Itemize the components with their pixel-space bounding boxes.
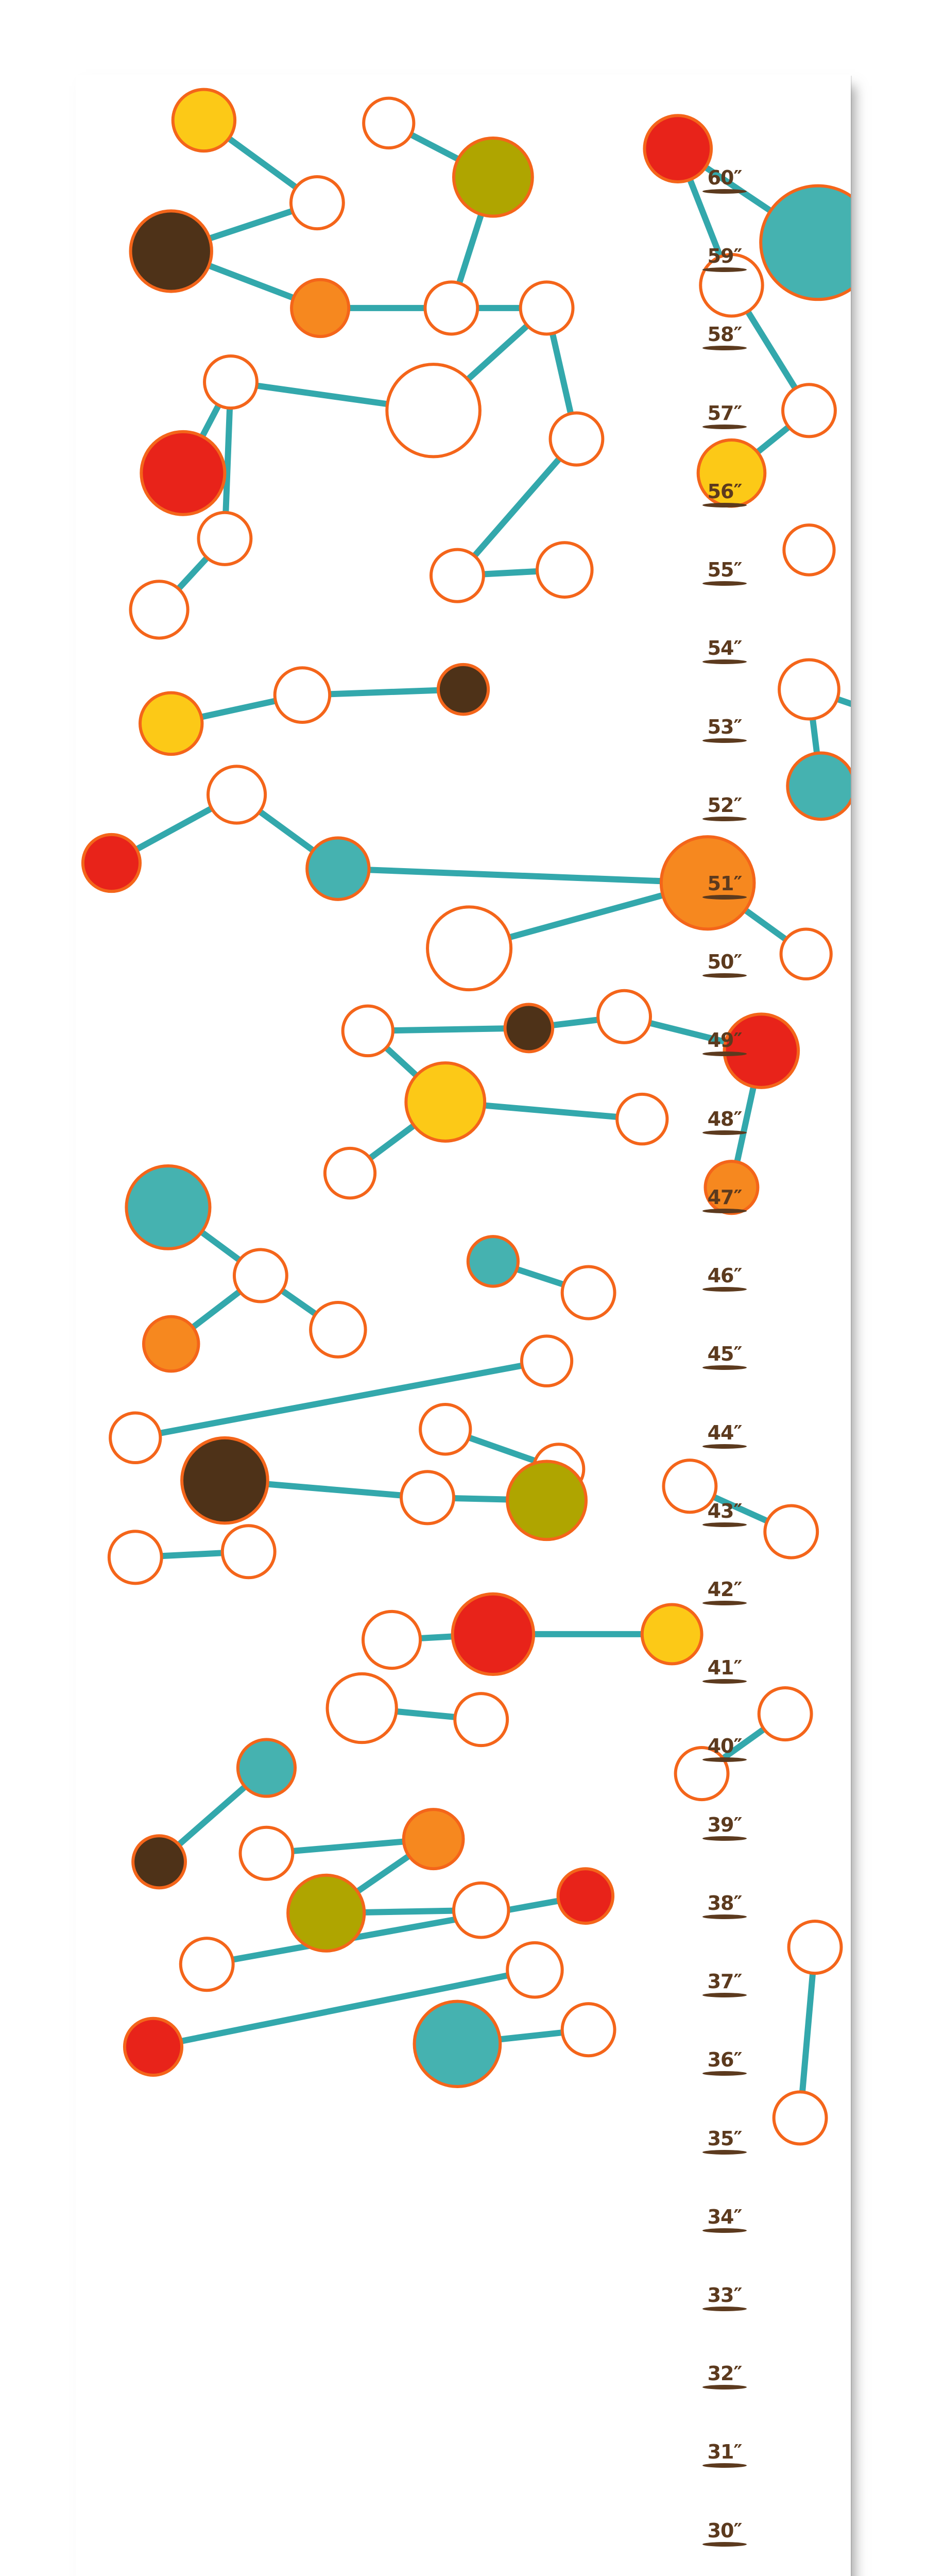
growth-chart-canvas: 60″ 59″ 58″ 57″ 56″ 55″ 54″ 53″ 52″ 51″ 50″ 49″ 48″ 4… [76,75,851,2576]
dot-circle [429,548,485,603]
dot-circle [341,1004,394,1058]
dot-circle [362,96,416,150]
dot-circle [232,1248,288,1303]
dot-circle [413,1999,502,2089]
dot-circle [139,691,204,756]
dot-circle [778,658,840,721]
dot-circle [289,175,345,231]
dot-circle [503,1003,555,1054]
dot-circle [556,1867,615,1925]
dot-circle [362,1609,422,1670]
dot-circle [402,1808,465,1871]
dot-circle [560,1265,616,1320]
dot-circle [787,1919,843,1975]
dot-circle [560,2002,616,2058]
dot-circle [615,1092,669,1146]
dot-circle [290,278,351,338]
dot-circle [419,1402,472,1456]
dot-circle [436,663,490,716]
dot-circle [451,1592,536,1676]
dot-circle [400,1470,455,1526]
dot-circle [786,751,851,821]
dot-circle [109,1411,162,1465]
dot-circle [763,1504,819,1560]
dot-circle [179,1937,235,1992]
dot-circle [506,1941,564,1999]
dot-circle [129,580,190,640]
dot-circle [699,253,764,318]
dot-circle [426,905,513,992]
dot-circle [81,833,142,893]
connector-line [206,1893,586,1968]
dot-circle [596,989,653,1044]
dot-circle [536,541,594,599]
dot-circle [236,1738,297,1798]
dot-circle [466,1235,520,1288]
dot-circle [779,927,833,981]
dot-circle [782,523,836,577]
dot-circle [107,1530,163,1585]
dot-circle [781,383,837,438]
dot-circle [131,1834,187,1890]
connector-line [152,1967,536,2050]
dot-circle [453,1692,509,1748]
dot-circle [220,1524,277,1580]
dot-circle [140,430,227,516]
dot-network-artwork [76,75,851,2576]
dot-circle [404,1061,487,1143]
dot-circle [640,1603,703,1666]
dot-circle [238,1825,295,1881]
dot-circle [703,1160,760,1215]
dot-circle [772,2090,828,2146]
dot-circle [674,1746,730,1802]
dot-circle [273,666,332,724]
dot-circle [659,835,756,931]
dot-circle [757,1686,813,1742]
dot-circle [520,1334,574,1387]
connector-line [797,1946,818,2119]
dot-circle [506,1460,588,1541]
dot-circle [323,1146,377,1200]
dot-circle [197,511,253,566]
dot-circles [81,88,851,2146]
dot-circle [129,209,213,293]
connector-line [455,437,579,578]
dot-circle [385,363,482,459]
dot-circle [207,765,267,825]
connector-line [338,866,708,886]
dot-circle [171,88,237,153]
dot-circle [125,1164,212,1250]
dot-circle [662,1459,718,1514]
dot-circle [423,280,479,336]
connector-line [368,1025,529,1034]
dot-circle [325,1672,398,1744]
dot-circle [180,1436,269,1525]
dot-circle [142,1315,200,1373]
dot-circle [452,1881,510,1939]
dot-circle [696,438,767,508]
dot-circle [203,354,259,410]
dot-circle [723,1012,800,1089]
dot-circle [286,1873,366,1953]
dot-circle [123,2016,184,2077]
dot-circle [548,411,605,467]
dot-circle [452,137,534,218]
dot-circle [309,1301,367,1359]
connector-line [134,1358,547,1441]
dot-circle [305,836,371,901]
dot-circle [519,280,575,336]
dot-circle [759,184,851,301]
dot-circle [643,114,713,183]
